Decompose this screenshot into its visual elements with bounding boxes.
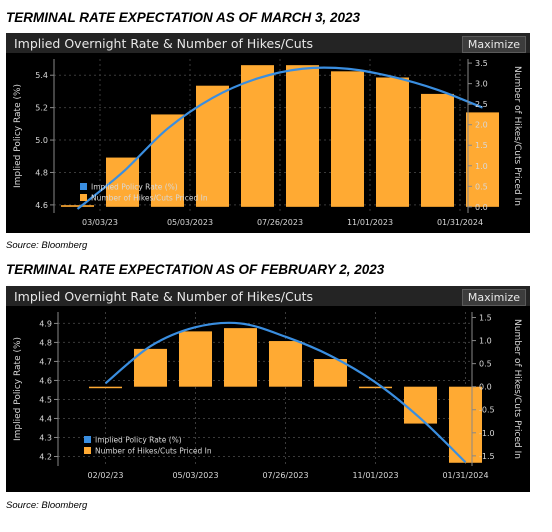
bar — [241, 65, 274, 207]
bar — [179, 331, 212, 387]
x-tick-label: 11/01/2023 — [347, 218, 393, 227]
chart2-plot: 4.2 4.3 4.4 4.5 4.6 4.7 4.8 4.9 -1.5 -1.0 -0.5 0.0 0… — [13, 312, 522, 480]
x-tick-label: 01/31/2024 — [437, 218, 483, 227]
chart2-header — [6, 286, 530, 306]
chart2-maximize-button[interactable]: Maximize — [461, 289, 526, 306]
chart2-panel: Implied Overnight Rate & Number of Hikes… — [6, 286, 530, 492]
right-axis-title: Number of Hikes/Cuts Priced In — [512, 319, 522, 459]
x-tick-label: 01/31/2024 — [442, 471, 488, 480]
legend-swatch-line — [84, 436, 91, 443]
right-tick-label: 3.0 — [475, 80, 488, 89]
chart2-heading: TERMINAL RATE EXPECTATION AS OF FEBRUARY… — [6, 262, 385, 277]
left-tick-label: 5.2 — [35, 104, 48, 113]
left-tick-label: 4.5 — [39, 395, 52, 404]
left-tick-label: 4.7 — [39, 357, 52, 366]
right-tick-label: 2.5 — [475, 100, 488, 109]
x-tick-label: 05/03/2023 — [167, 218, 213, 227]
right-tick-label: 1.0 — [475, 162, 488, 171]
right-tick-label: 1.5 — [475, 141, 488, 150]
legend-swatch-line — [80, 183, 87, 190]
right-tick-label: -0.5 — [479, 406, 495, 415]
bar — [466, 112, 499, 207]
left-tick-label: 4.4 — [39, 414, 52, 423]
right-tick-label: 0.0 — [479, 383, 492, 392]
left-tick-label: 5.0 — [35, 136, 48, 145]
right-tick-label: 0.0 — [475, 203, 488, 212]
chart1-maximize-button[interactable]: Maximize — [461, 36, 526, 53]
rate-line — [76, 66, 483, 210]
legend-label-bar: Number of Hikes/Cuts Priced In — [95, 447, 212, 456]
bar — [421, 93, 454, 207]
left-axis-title: Implied Policy Rate (%) — [13, 337, 23, 441]
bar — [61, 205, 94, 207]
bar — [376, 77, 409, 207]
left-tick-label: 5.4 — [35, 71, 48, 80]
right-tick-label: 0.5 — [475, 182, 488, 191]
left-tick-label: 4.8 — [39, 338, 52, 347]
chart1-heading: TERMINAL RATE EXPECTATION AS OF MARCH 3,… — [6, 10, 361, 25]
x-tick-label: 07/26/2023 — [262, 471, 308, 480]
left-tick-label: 4.9 — [39, 319, 52, 328]
chart1-title: Implied Overnight Rate & Number of Hikes… — [14, 36, 314, 51]
right-axis-title: Number of Hikes/Cuts Priced In — [512, 66, 522, 206]
right-tick-label: -1.0 — [479, 429, 495, 438]
chart1-panel: Implied Overnight Rate & Number of Hikes… — [6, 33, 530, 233]
bar — [359, 386, 392, 389]
x-tick-label: 03/03/23 — [82, 218, 118, 227]
bar — [89, 386, 122, 389]
x-tick-label: 05/03/2023 — [172, 471, 218, 480]
right-tick-label: 0.5 — [479, 360, 492, 369]
bar — [286, 65, 319, 207]
rate-line — [104, 321, 467, 463]
chart2-title: Implied Overnight Rate & Number of Hikes… — [14, 289, 314, 304]
left-tick-label: 4.6 — [35, 201, 48, 210]
legend-swatch-bar — [84, 447, 91, 454]
right-tick-label: -1.5 — [479, 452, 495, 461]
left-tick-label: 4.6 — [39, 376, 52, 385]
x-tick-label: 02/02/23 — [88, 471, 124, 480]
chart1-plot: 4.6 4.8 5.0 5.2 5.4 0.0 0.5 1.0 1.5 2.0 2.5 3.0 3.5 0… — [13, 59, 522, 227]
left-axis-title: Implied Policy Rate (%) — [13, 84, 23, 188]
legend-label-line: Implied Policy Rate (%) — [91, 183, 178, 192]
legend-label-line: Implied Policy Rate (%) — [95, 436, 182, 445]
right-tick-label: 1.5 — [479, 314, 492, 323]
legend-label-bar: Number of Hikes/Cuts Priced In — [91, 194, 208, 203]
legend-swatch-bar — [80, 194, 87, 201]
right-tick-label: 1.0 — [479, 337, 492, 346]
chart1-header — [6, 33, 530, 53]
x-tick-label: 11/01/2023 — [352, 471, 398, 480]
bar — [269, 341, 302, 387]
left-tick-label: 4.8 — [35, 168, 48, 177]
bar — [224, 328, 257, 387]
left-tick-label: 4.2 — [39, 452, 52, 461]
right-tick-label: 2.0 — [475, 121, 488, 130]
bar — [314, 359, 347, 387]
chart2-source: Source: Bloomberg — [6, 500, 88, 511]
bar — [196, 85, 229, 207]
chart1-source: Source: Bloomberg — [6, 240, 88, 251]
left-tick-label: 4.3 — [39, 433, 52, 442]
x-tick-label: 07/26/2023 — [257, 218, 303, 227]
bar — [331, 71, 364, 207]
right-tick-label: 3.5 — [475, 59, 488, 68]
